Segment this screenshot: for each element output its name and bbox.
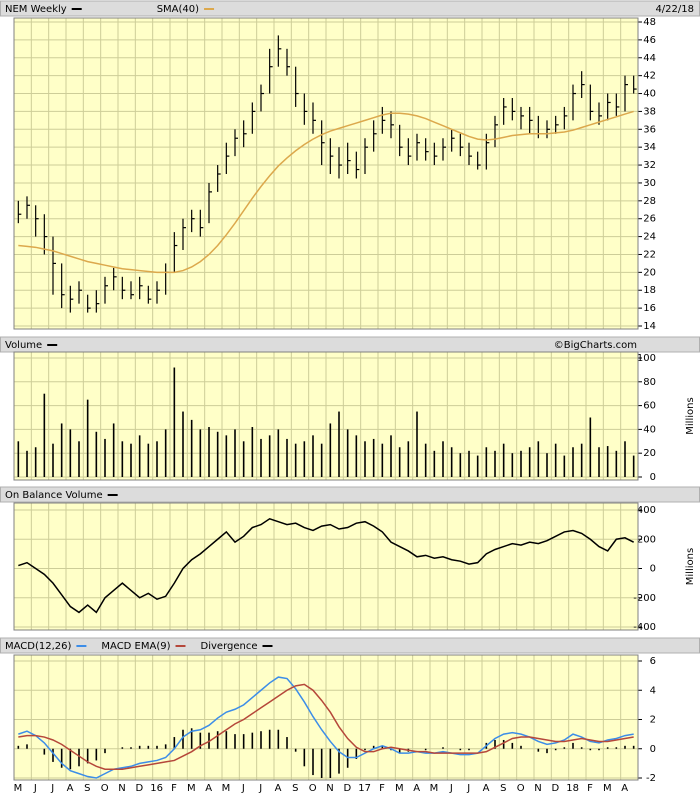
plot-border <box>13 351 639 481</box>
y-tick-label: 100 <box>637 353 656 364</box>
y-tick-label: 6 <box>650 656 656 667</box>
y-tick-label: 4 <box>650 685 656 696</box>
x-tick-label: M <box>187 783 196 794</box>
y-tick-label: 40 <box>643 89 656 100</box>
y-tick-label: 22 <box>643 249 656 260</box>
chart-date: 4/22/18 <box>655 4 694 15</box>
y-tick-label: -200 <box>633 593 656 604</box>
y-tick-label: 60 <box>643 401 656 412</box>
x-tick-label: D <box>343 783 351 794</box>
x-tick-label: A <box>483 783 490 794</box>
y-tick-label: 20 <box>643 448 656 459</box>
x-tick-label: 17 <box>358 783 371 794</box>
y-tick-label: 0 <box>650 744 656 755</box>
y-tick-label: 42 <box>643 71 656 82</box>
y-tick-label: 44 <box>643 53 656 64</box>
y-tick-label: 2 <box>650 715 656 726</box>
y-tick-label: 24 <box>643 232 656 243</box>
y-tick-label: 48 <box>643 17 656 28</box>
y-tick-label: 28 <box>643 196 656 207</box>
plot-border <box>13 17 639 330</box>
x-tick-label: A <box>67 783 74 794</box>
x-tick-label: M <box>395 783 404 794</box>
y-tick-label: 20 <box>643 267 656 278</box>
credit: ©BigCharts.com <box>554 340 637 351</box>
y-axis-label: Millions <box>685 548 696 585</box>
y-tick-label: 36 <box>643 124 656 135</box>
y-tick-label: 0 <box>650 472 656 483</box>
x-tick-label: A <box>413 783 420 794</box>
y-axis-label: Millions <box>685 397 696 434</box>
x-tick-label: M <box>430 783 439 794</box>
x-tick-label: 16 <box>150 783 163 794</box>
y-tick-label: -400 <box>633 622 656 633</box>
x-tick-label: 18 <box>566 783 579 794</box>
y-tick-label: 46 <box>643 35 656 46</box>
y-tick-label: 34 <box>643 142 656 153</box>
macd-line <box>18 683 634 770</box>
obv-line <box>18 517 635 614</box>
x-tick-label: J <box>449 783 453 794</box>
x-tick-label: O <box>517 783 525 794</box>
y-tick-label: -2 <box>646 773 656 784</box>
x-tick-label: M <box>222 783 231 794</box>
y-tick-label: 30 <box>643 178 656 189</box>
y-tick-label: 40 <box>643 424 656 435</box>
x-tick-label: M <box>14 783 23 794</box>
y-tick-label: 18 <box>643 285 656 296</box>
x-tick-label: J <box>33 783 37 794</box>
x-tick-label: F <box>379 783 385 794</box>
x-tick-label: O <box>101 783 109 794</box>
x-tick-label: S <box>84 783 90 794</box>
legend-label: NEM Weekly <box>5 4 67 15</box>
x-tick-label: J <box>50 783 54 794</box>
legend-label: SMA(40) <box>157 4 199 15</box>
x-tick-label: D <box>551 783 559 794</box>
x-tick-label: A <box>205 783 212 794</box>
x-tick-label: N <box>118 783 125 794</box>
x-tick-label: D <box>135 783 143 794</box>
legend-label: On Balance Volume <box>5 490 103 501</box>
x-tick-label: S <box>500 783 506 794</box>
y-tick-label: 0 <box>650 564 656 575</box>
x-tick-label: A <box>275 783 282 794</box>
x-tick-label: N <box>534 783 541 794</box>
legend-label: Divergence <box>201 641 258 652</box>
y-tick-label: 32 <box>643 160 656 171</box>
y-tick-label: 38 <box>643 106 656 117</box>
y-tick-label: 16 <box>643 303 656 314</box>
x-tick-label: A <box>621 783 628 794</box>
x-tick-label: N <box>326 783 333 794</box>
y-tick-label: 14 <box>643 321 656 332</box>
plot-border <box>13 502 639 631</box>
y-tick-label: 200 <box>637 534 656 545</box>
panel-header <box>0 0 700 17</box>
x-tick-label: O <box>309 783 317 794</box>
x-tick-label: F <box>171 783 177 794</box>
x-tick-label: M <box>603 783 612 794</box>
y-tick-label: 26 <box>643 214 656 225</box>
sma-line <box>18 110 634 274</box>
legend-label: MACD(12,26) <box>5 641 72 652</box>
x-tick-label: J <box>466 783 470 794</box>
x-tick-label: F <box>587 783 593 794</box>
x-tick-label: J <box>241 783 245 794</box>
x-tick-label: J <box>258 783 262 794</box>
plot-border <box>13 654 639 781</box>
legend-label: MACD EMA(9) <box>101 641 170 652</box>
y-tick-label: 400 <box>637 505 656 516</box>
legend-label: Volume <box>5 340 42 351</box>
x-tick-label: S <box>292 783 298 794</box>
panel-header <box>0 486 700 503</box>
y-tick-label: 80 <box>643 377 656 388</box>
